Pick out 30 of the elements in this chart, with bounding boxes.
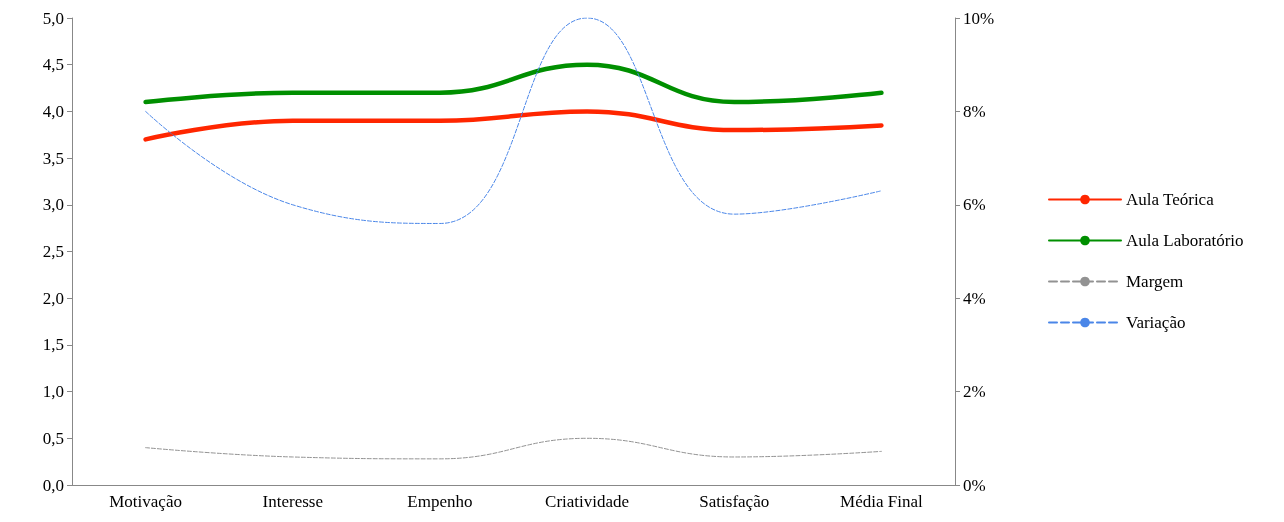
legend-label: Aula Teórica [1126, 190, 1215, 209]
y-tick-label: 0,5 [42, 428, 64, 448]
line-series [145, 437, 882, 460]
y2-tick-label: 8% [963, 101, 986, 121]
legend-label: Margem [1126, 272, 1184, 291]
line-series [143, 109, 884, 142]
y-tick-label: 4,0 [42, 101, 64, 121]
legend-label: Aula Laboratório [1126, 231, 1244, 250]
legend-label: Variação [1126, 313, 1186, 332]
y-tick-label: 2,0 [42, 288, 64, 308]
y2-tick-label: 4% [963, 288, 986, 308]
x-tick-label: Empenho [407, 492, 473, 511]
y-tick-label: 4,5 [42, 55, 64, 75]
y-tick-label: 5,0 [42, 8, 64, 28]
y-tick-label: 1,5 [42, 335, 64, 355]
x-tick-label: Média Final [840, 492, 923, 511]
y2-tick-label: 6% [963, 195, 986, 215]
x-tick-label: Interesse [262, 492, 323, 511]
y-tick-label: 3,5 [42, 148, 64, 168]
line-series [145, 17, 882, 224]
y-tick-label: 2,5 [42, 242, 64, 261]
x-tick-label: Criatividade [545, 492, 630, 511]
x-tick-label: Motivação [109, 492, 182, 511]
y2-tick-label: 10% [963, 8, 995, 28]
y-tick-label: 1,0 [42, 382, 64, 402]
y-tick-label: 0,0 [42, 475, 64, 495]
y-tick-label: 3,0 [42, 195, 64, 215]
y2-tick-label: 0% [963, 475, 986, 495]
x-tick-label: Satisfação [699, 492, 770, 511]
y2-tick-label: 2% [963, 382, 986, 402]
